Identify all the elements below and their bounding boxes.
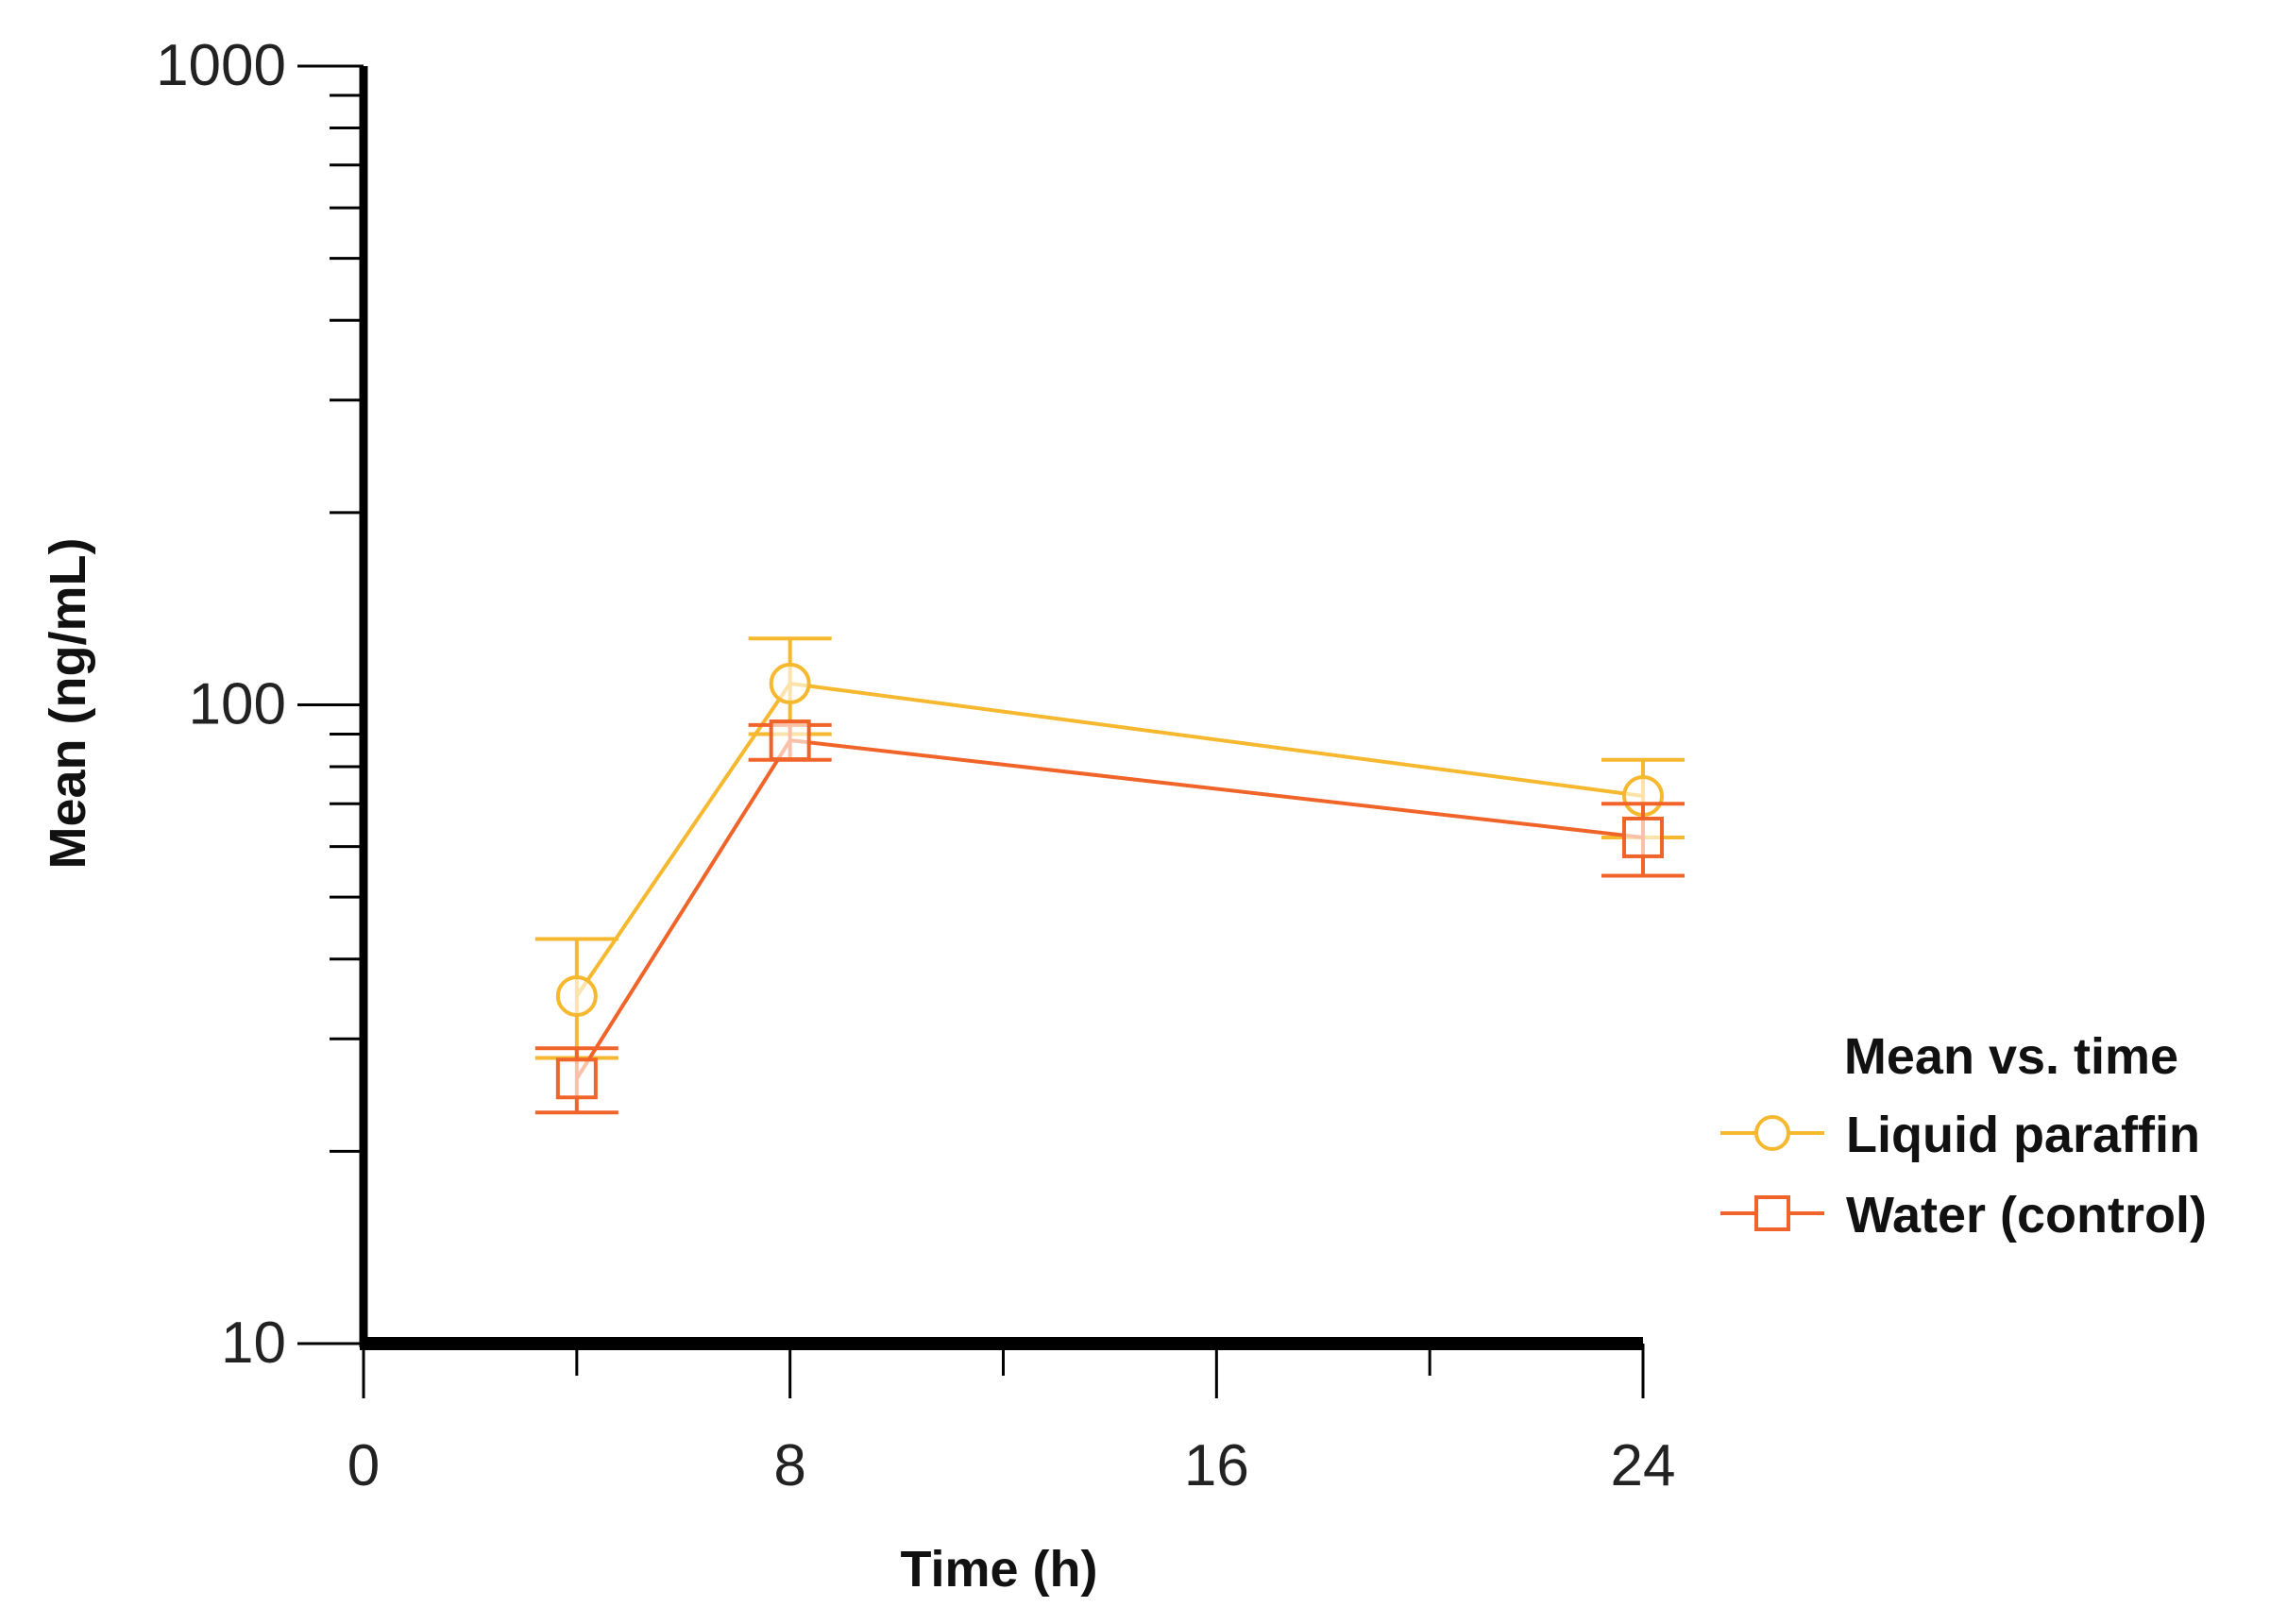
x-tick-label: 16 (1184, 1433, 1249, 1498)
y-axis-title: Mean (ng/mL) (40, 538, 96, 870)
legend-title: Mean vs. time (1844, 1028, 2178, 1085)
series-water-control- (534, 719, 1685, 1115)
y-tick-label: 100 (189, 672, 286, 737)
y-axis: 10 100 1000 (156, 33, 368, 1376)
data-point-square (1622, 816, 1664, 858)
legend-item: Water (control) (1720, 1187, 2207, 1243)
data-point-circle (555, 974, 598, 1017)
legend: Mean vs. time Liquid paraffin Water (cont… (1720, 1028, 2207, 1243)
x-axis-title: Time (h) (900, 1541, 1097, 1598)
x-tick-label: 24 (1611, 1433, 1676, 1498)
data-point-circle (769, 662, 811, 704)
x-axis: 0 8 16 24 (347, 1337, 1676, 1498)
legend-marker-circle (1754, 1115, 1790, 1151)
legend-label: Water (control) (1846, 1187, 2207, 1243)
x-tick-label: 8 (773, 1433, 805, 1498)
series-line (575, 681, 1644, 998)
y-tick-label: 1000 (156, 33, 286, 98)
legend-label: Liquid paraffin (1846, 1107, 2200, 1163)
legend-item: Liquid paraffin (1720, 1107, 2200, 1163)
legend-marker-square (1754, 1195, 1790, 1231)
y-tick-label: 10 (221, 1311, 286, 1376)
series-line (575, 737, 1644, 1080)
series-liquid-paraffin (534, 636, 1685, 1060)
data-point-square (769, 719, 811, 762)
series-layer (534, 636, 1685, 1115)
data-point-square (555, 1057, 598, 1100)
x-tick-label: 0 (347, 1433, 380, 1498)
